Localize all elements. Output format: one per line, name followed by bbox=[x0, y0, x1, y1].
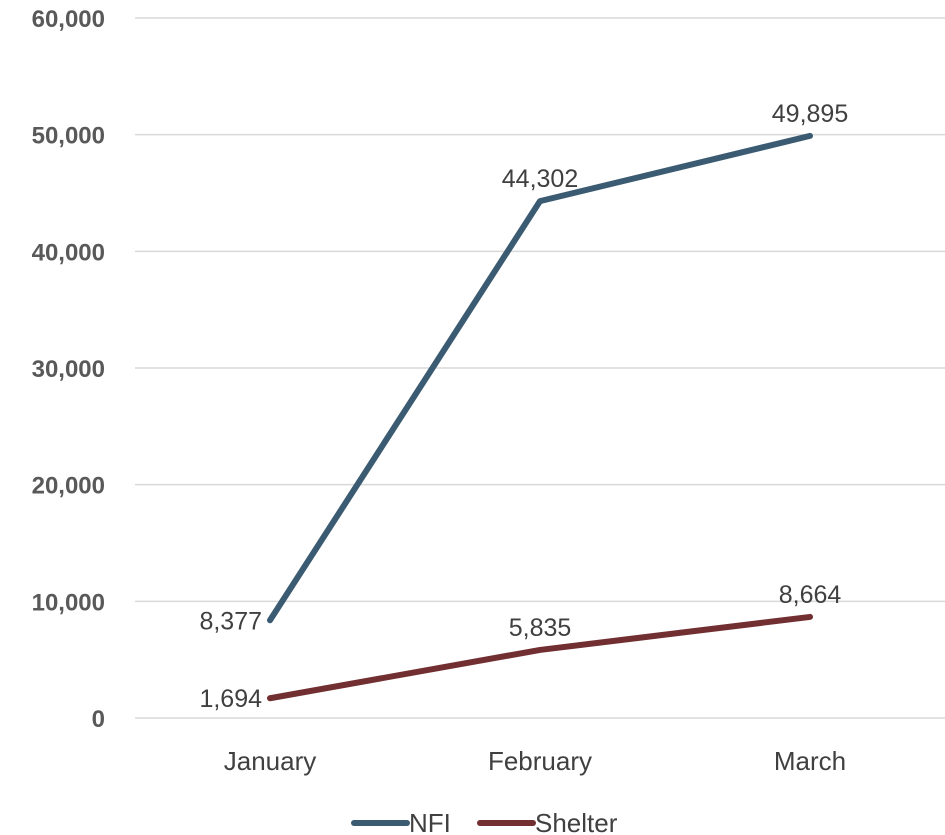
y-tick-label: 60,000 bbox=[32, 6, 105, 33]
legend-label-shelter: Shelter bbox=[535, 808, 618, 835]
y-axis-tick-labels: 0 10,000 20,000 30,000 40,000 50,000 60,000 bbox=[32, 6, 105, 733]
x-tick-label: February bbox=[488, 746, 592, 776]
legend-label-nfi: NFI bbox=[409, 808, 451, 835]
y-tick-label: 10,000 bbox=[32, 589, 105, 616]
data-label: 8,377 bbox=[199, 607, 262, 635]
gridlines bbox=[135, 17, 945, 719]
legend: NFI Shelter bbox=[351, 808, 618, 835]
data-label: 5,835 bbox=[509, 614, 572, 642]
data-label: 8,664 bbox=[779, 581, 842, 609]
data-label: 1,694 bbox=[199, 685, 262, 713]
x-tick-label: March bbox=[774, 746, 846, 776]
series-line-shelter bbox=[267, 613, 813, 702]
y-tick-label: 50,000 bbox=[32, 123, 105, 150]
y-tick-label: 40,000 bbox=[32, 239, 105, 266]
data-labels: 8,377 44,302 49,895 1,694 5,835 8,664 bbox=[199, 100, 848, 713]
x-axis-tick-labels: January February March bbox=[224, 746, 846, 776]
data-label: 49,895 bbox=[772, 100, 848, 128]
y-tick-label: 20,000 bbox=[32, 473, 105, 500]
y-tick-label: 30,000 bbox=[32, 356, 105, 383]
y-tick-label: 0 bbox=[92, 706, 105, 733]
data-label: 44,302 bbox=[502, 165, 578, 193]
series-line-nfi bbox=[267, 132, 813, 624]
x-tick-label: January bbox=[224, 746, 317, 776]
series-lines bbox=[267, 132, 813, 702]
